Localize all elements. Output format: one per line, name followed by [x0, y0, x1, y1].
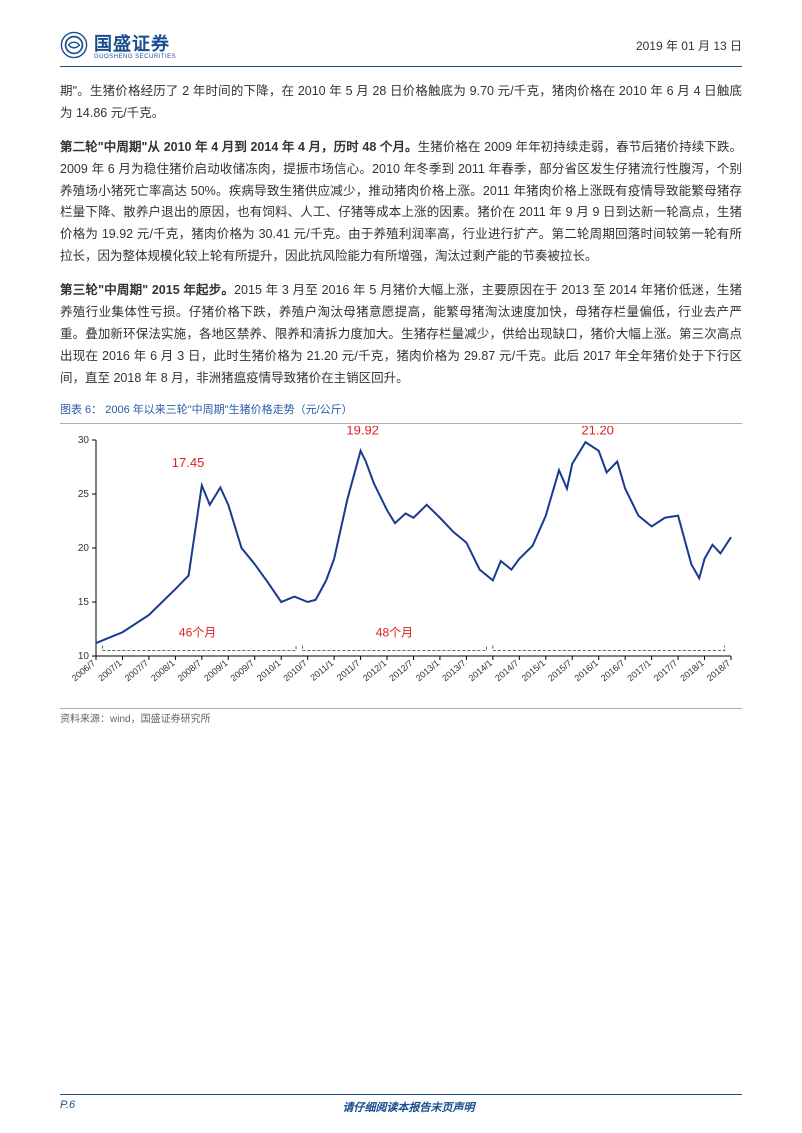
svg-text:25: 25: [78, 489, 90, 500]
logo-group: 国盛证券 GUOSHENG SECURITIES: [60, 30, 176, 60]
svg-text:2015/7: 2015/7: [546, 657, 574, 682]
company-logo-icon: [60, 31, 88, 59]
svg-text:2009/7: 2009/7: [229, 657, 257, 682]
svg-text:2014/7: 2014/7: [493, 657, 521, 682]
paragraph-2-body: 生猪价格在 2009 年年初持续走弱，春节后猪价持续下跌。2009 年 6 月为…: [60, 140, 742, 263]
page-number: P.6: [60, 1099, 75, 1115]
page-header: 国盛证券 GUOSHENG SECURITIES 2019 年 01 月 13 …: [60, 30, 742, 67]
company-name: 国盛证券: [94, 30, 176, 56]
chart-title: 图表 6： 2006 年以来三轮"中周期"生猪价格走势（元/公斤）: [60, 401, 742, 423]
svg-text:2016/1: 2016/1: [572, 657, 600, 682]
paragraph-2-lead: 第二轮"中周期"从 2010 年 4 月到 2014 年 4 月，历时 48 个…: [60, 140, 418, 154]
svg-text:2008/7: 2008/7: [176, 657, 204, 682]
page-footer: P.6 请仔细阅读本报告末页声明: [60, 1094, 742, 1115]
price-chart: 10152025302006/72007/12007/72008/12008/7…: [60, 426, 742, 706]
svg-text:2011/1: 2011/1: [308, 657, 335, 682]
svg-text:2012/7: 2012/7: [387, 657, 415, 682]
svg-text:2010/1: 2010/1: [255, 657, 283, 682]
svg-text:2008/1: 2008/1: [149, 657, 177, 682]
svg-text:2017/7: 2017/7: [652, 657, 680, 682]
svg-text:2011/7: 2011/7: [335, 657, 362, 682]
svg-text:20: 20: [78, 543, 90, 554]
svg-text:2009/1: 2009/1: [202, 657, 230, 682]
svg-text:30: 30: [78, 435, 90, 446]
paragraph-3-lead: 第三轮"中周期" 2015 年起步。: [60, 283, 234, 297]
svg-text:21.20: 21.20: [581, 426, 614, 438]
svg-text:17.45: 17.45: [172, 455, 205, 470]
paragraph-3: 第三轮"中周期" 2015 年起步。2015 年 3 月至 2016 年 5 月…: [60, 280, 742, 389]
svg-text:2018/1: 2018/1: [678, 657, 706, 682]
paragraph-2: 第二轮"中周期"从 2010 年 4 月到 2014 年 4 月，历时 48 个…: [60, 137, 742, 268]
svg-text:2012/1: 2012/1: [361, 657, 389, 682]
svg-text:2018/7: 2018/7: [705, 657, 733, 682]
svg-text:2015/1: 2015/1: [520, 657, 548, 682]
chart-source: 资料来源：wind，国盛证券研究所: [60, 708, 742, 729]
svg-text:2014/1: 2014/1: [467, 657, 495, 682]
company-name-en: GUOSHENG SECURITIES: [94, 54, 176, 60]
paragraph-3-body: 2015 年 3 月至 2016 年 5 月猪价大幅上涨，主要原因在于 2013…: [60, 283, 742, 385]
svg-text:2013/1: 2013/1: [414, 657, 442, 682]
svg-text:2007/7: 2007/7: [123, 657, 151, 682]
footer-disclaimer: 请仔细阅读本报告末页声明: [343, 1099, 475, 1115]
svg-text:2007/1: 2007/1: [96, 657, 124, 682]
svg-text:2010/7: 2010/7: [281, 657, 309, 682]
svg-text:15: 15: [78, 597, 90, 608]
svg-text:19.92: 19.92: [346, 426, 379, 438]
paragraph-1: 期"。生猪价格经历了 2 年时间的下降，在 2010 年 5 月 28 日价格触…: [60, 81, 742, 125]
body-content: 期"。生猪价格经历了 2 年时间的下降，在 2010 年 5 月 28 日价格触…: [60, 81, 742, 728]
svg-text:2017/1: 2017/1: [625, 657, 653, 682]
svg-text:2013/7: 2013/7: [440, 657, 468, 682]
report-date: 2019 年 01 月 13 日: [636, 37, 742, 54]
svg-text:2016/7: 2016/7: [599, 657, 627, 682]
svg-text:48个月: 48个月: [376, 625, 413, 639]
svg-text:46个月: 46个月: [179, 625, 216, 639]
